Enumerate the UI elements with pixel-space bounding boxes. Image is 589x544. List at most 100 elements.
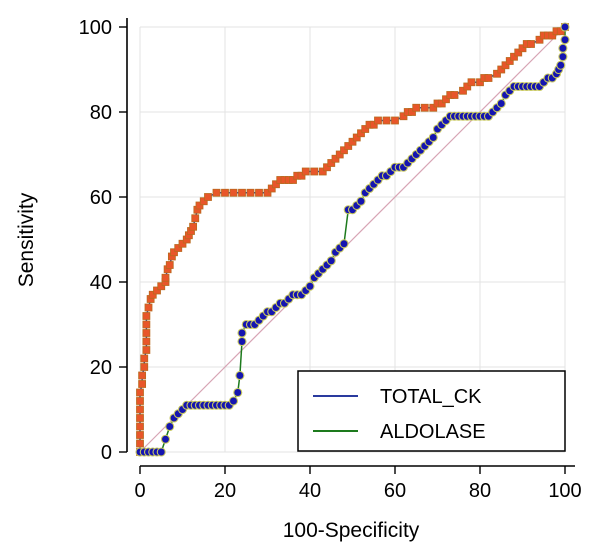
point-total-ck-54: [301, 167, 310, 176]
point-total-ck-46: [267, 184, 276, 193]
point-total-ck-17: [144, 303, 153, 312]
point-total-ck-25: [165, 261, 174, 269]
point-total-ck-77: [429, 103, 438, 112]
point-total-ck-69: [374, 116, 382, 125]
point-total-ck-27: [170, 248, 178, 257]
point-total-ck-62: [344, 142, 353, 150]
point-total-ck-76: [420, 103, 429, 112]
x-tick-label-80: 80: [469, 480, 491, 502]
point-total-ck-41: [229, 188, 238, 197]
point-total-ck-20: [153, 286, 161, 295]
point-aldolase-6: [160, 434, 171, 444]
point-total-ck-9: [138, 371, 147, 380]
point-aldolase-102: [556, 60, 566, 70]
x-axis-title: 100-Specificity: [283, 519, 420, 542]
y-tick-label-80: 80: [90, 102, 112, 124]
axes: [126, 18, 575, 467]
x-tick-label-100: 100: [548, 480, 581, 502]
point-total-ck-70: [382, 116, 391, 125]
point-total-ck-84: [463, 82, 472, 91]
point-total-ck-13: [142, 337, 151, 346]
point-total-ck-44: [255, 188, 263, 197]
point-total-ck-68: [369, 120, 378, 129]
point-total-ck-43: [246, 188, 255, 197]
point-total-ck-2: [136, 431, 144, 439]
point-total-ck-75: [412, 103, 421, 112]
point-total-ck-1: [136, 439, 144, 448]
x-axis-ticks: 0 20 40 60 80 100: [134, 466, 582, 502]
point-total-ck-65: [357, 129, 365, 138]
series-markers-aldolase: [135, 22, 570, 457]
point-total-ck-71: [391, 116, 399, 125]
point-total-ck-8: [138, 380, 147, 388]
point-total-ck-94: [514, 48, 523, 57]
point-total-ck-64: [352, 133, 361, 142]
point-aldolase-25: [237, 336, 247, 347]
point-total-ck-37: [199, 197, 208, 206]
x-tick-label-40: 40: [299, 480, 321, 502]
point-total-ck-11: [140, 354, 149, 363]
point-aldolase-103: [558, 52, 568, 62]
point-total-ck-34: [191, 214, 200, 223]
point-total-ck-29: [178, 239, 187, 248]
legend-label-total-ck: TOTAL_CK: [380, 386, 482, 408]
point-total-ck-28: [174, 244, 183, 252]
y-tick-label-0: 0: [101, 442, 112, 464]
point-total-ck-93: [510, 52, 518, 61]
point-total-ck-86: [476, 78, 484, 87]
y-axis-ticks: 0 20 40 60 80 100: [79, 17, 127, 464]
point-total-ck-33: [189, 222, 198, 231]
point-aldolase-106: [560, 22, 570, 32]
point-total-ck-6: [136, 397, 144, 405]
point-aldolase-105: [560, 35, 570, 45]
point-total-ck-3: [136, 422, 144, 431]
point-aldolase-50: [339, 239, 349, 249]
point-total-ck-16: [142, 312, 151, 320]
point-total-ck-10: [140, 363, 149, 371]
point-total-ck-66: [361, 125, 370, 133]
point-total-ck-60: [335, 150, 344, 159]
x-tick-label-20: 20: [214, 480, 236, 502]
point-total-ck-51: [289, 176, 297, 184]
point-total-ck-59: [331, 154, 340, 163]
point-total-ck-91: [501, 61, 510, 70]
y-tick-label-60: 60: [90, 187, 112, 209]
point-total-ck-38: [204, 193, 212, 201]
point-aldolase-5: [156, 447, 166, 457]
y-axis-title: Sensitivity: [15, 192, 38, 287]
point-total-ck-88: [484, 74, 493, 82]
x-tick-label-60: 60: [384, 480, 406, 502]
point-aldolase-71: [428, 132, 438, 143]
point-total-ck-57: [323, 163, 331, 172]
point-total-ck-36: [195, 201, 204, 210]
legend-label-aldolase: ALDOLASE: [380, 421, 486, 443]
grid-lines: [139, 26, 566, 453]
point-total-ck-45: [263, 188, 272, 197]
point-total-ck-47: [272, 180, 280, 189]
point-total-ck-42: [238, 188, 246, 197]
point-total-ck-101: [548, 31, 557, 40]
point-total-ck-21: [157, 282, 166, 291]
point-aldolase-104: [558, 43, 568, 53]
point-total-ck-85: [467, 78, 476, 87]
point-aldolase-54: [356, 196, 366, 206]
point-total-ck-79: [437, 99, 446, 108]
point-aldolase-26: [237, 328, 247, 338]
x-tick-label-0: 0: [134, 480, 145, 502]
point-aldolase-23: [233, 387, 243, 398]
point-aldolase-24: [235, 370, 245, 381]
point-total-ck-55: [310, 167, 319, 176]
point-total-ck-83: [459, 86, 467, 95]
legend: TOTAL_CK ALDOLASE: [297, 370, 566, 452]
point-total-ck-56: [318, 167, 327, 176]
point-total-ck-98: [535, 35, 544, 44]
point-total-ck-4: [136, 414, 144, 422]
point-aldolase-47: [326, 256, 336, 266]
point-total-ck-95: [518, 44, 527, 53]
point-total-ck-97: [527, 40, 535, 48]
point-total-ck-5: [136, 405, 144, 414]
point-total-ck-39: [212, 188, 221, 197]
y-tick-label-100: 100: [79, 17, 112, 39]
point-aldolase-22: [228, 396, 239, 406]
